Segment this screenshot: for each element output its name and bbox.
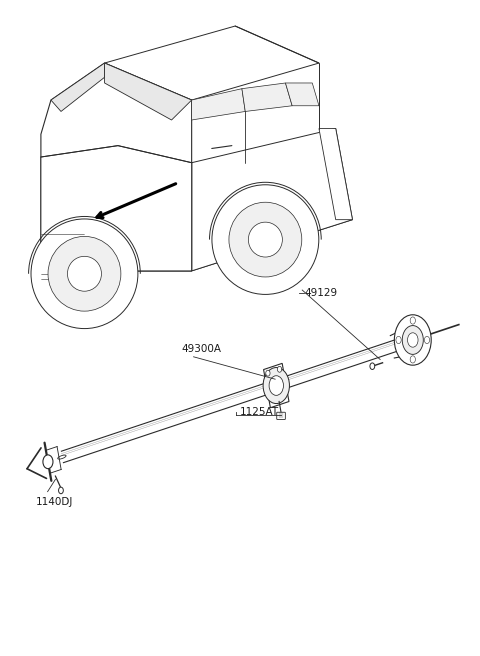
- Ellipse shape: [68, 256, 101, 291]
- Ellipse shape: [397, 342, 405, 346]
- Ellipse shape: [263, 367, 289, 403]
- Circle shape: [424, 337, 430, 344]
- Polygon shape: [286, 83, 319, 106]
- Polygon shape: [319, 129, 352, 220]
- Polygon shape: [41, 271, 118, 288]
- Text: 1140DJ: 1140DJ: [36, 497, 73, 507]
- Polygon shape: [192, 89, 245, 120]
- Text: 1125AT: 1125AT: [240, 407, 279, 417]
- Ellipse shape: [58, 455, 66, 459]
- Polygon shape: [105, 26, 319, 100]
- Text: 49300A: 49300A: [181, 344, 222, 354]
- Circle shape: [43, 455, 53, 468]
- Polygon shape: [41, 146, 192, 271]
- Ellipse shape: [408, 333, 418, 347]
- Ellipse shape: [31, 219, 138, 329]
- Polygon shape: [242, 83, 292, 112]
- Circle shape: [277, 366, 282, 372]
- Circle shape: [59, 487, 63, 494]
- Circle shape: [266, 370, 270, 376]
- Circle shape: [370, 363, 375, 369]
- Polygon shape: [51, 63, 105, 112]
- FancyBboxPatch shape: [277, 412, 285, 419]
- Ellipse shape: [48, 236, 121, 311]
- Ellipse shape: [248, 222, 282, 257]
- Circle shape: [396, 337, 401, 344]
- Circle shape: [410, 356, 415, 363]
- Ellipse shape: [402, 325, 423, 354]
- Ellipse shape: [395, 315, 431, 365]
- Text: 49129: 49129: [305, 288, 338, 298]
- Polygon shape: [105, 63, 192, 120]
- Ellipse shape: [229, 202, 302, 277]
- Polygon shape: [41, 220, 352, 271]
- Polygon shape: [264, 363, 289, 408]
- Polygon shape: [192, 129, 352, 271]
- Circle shape: [410, 317, 415, 324]
- Ellipse shape: [212, 185, 319, 295]
- Ellipse shape: [269, 376, 284, 396]
- Polygon shape: [41, 63, 192, 271]
